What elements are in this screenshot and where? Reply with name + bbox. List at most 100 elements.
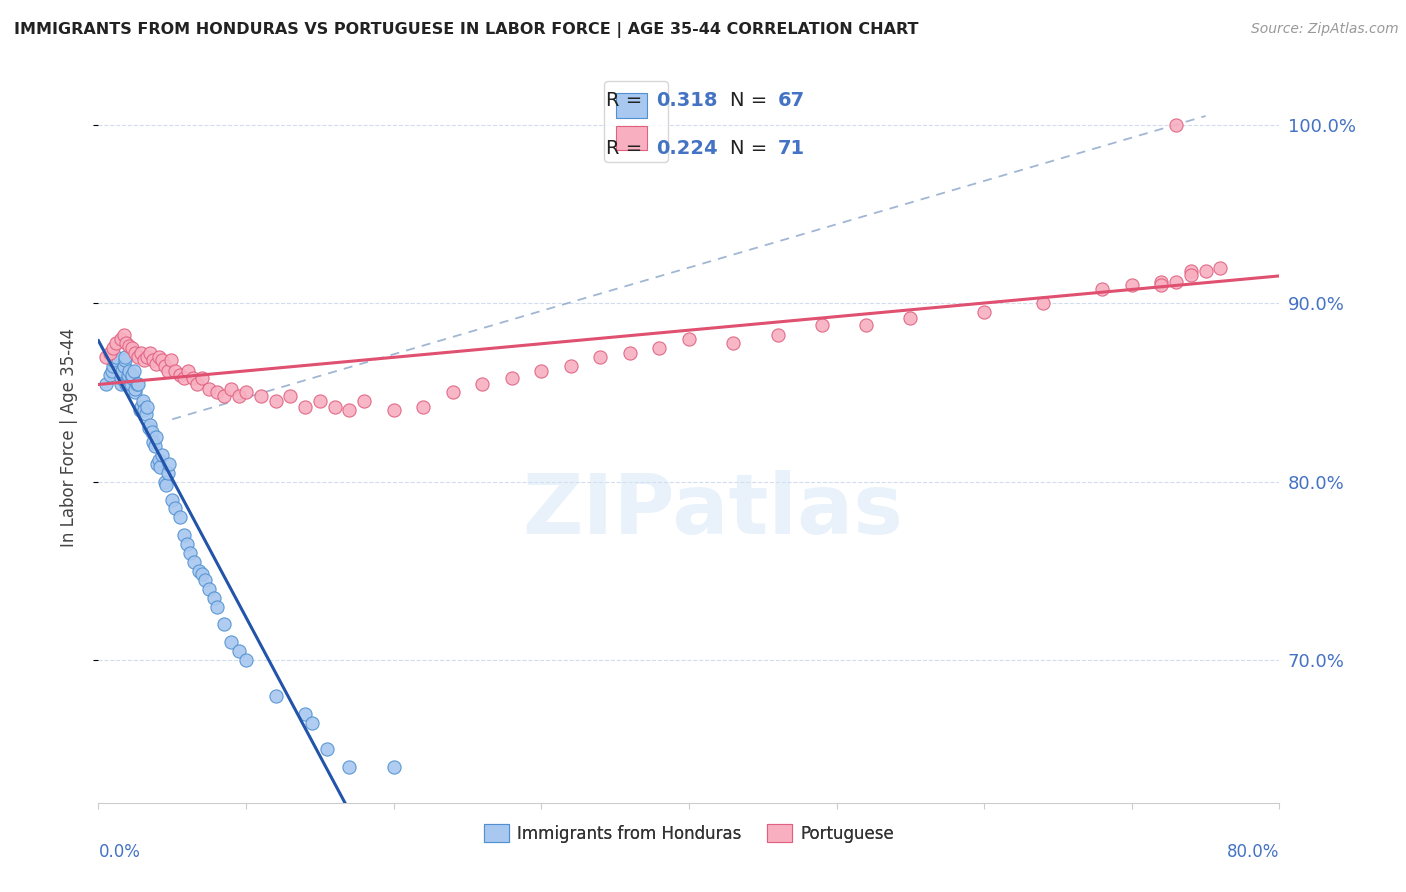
Point bbox=[105, 350, 128, 364]
Point bbox=[141, 425, 163, 439]
Point bbox=[98, 368, 121, 382]
Point bbox=[294, 706, 316, 721]
Point bbox=[105, 335, 128, 350]
Point bbox=[150, 353, 173, 368]
Point bbox=[619, 346, 641, 360]
Point bbox=[124, 346, 146, 360]
Text: Source: ZipAtlas.com: Source: ZipAtlas.com bbox=[1251, 22, 1399, 37]
Point bbox=[589, 350, 612, 364]
Point bbox=[228, 644, 250, 658]
Point bbox=[1166, 275, 1188, 289]
Point bbox=[1032, 296, 1054, 310]
Point bbox=[103, 353, 125, 368]
Point bbox=[973, 305, 995, 319]
Point bbox=[136, 400, 159, 414]
Point bbox=[1091, 282, 1114, 296]
Point bbox=[221, 382, 243, 396]
Point bbox=[114, 353, 136, 368]
Point bbox=[117, 371, 139, 385]
Point bbox=[127, 376, 149, 391]
Point bbox=[110, 371, 132, 385]
Point bbox=[264, 689, 287, 703]
Point bbox=[181, 371, 204, 385]
Point bbox=[145, 357, 167, 371]
Point bbox=[100, 364, 122, 378]
Point bbox=[280, 389, 302, 403]
Point bbox=[153, 475, 176, 489]
Point bbox=[198, 382, 221, 396]
Point bbox=[165, 501, 187, 516]
Point bbox=[412, 400, 434, 414]
Point bbox=[110, 376, 132, 391]
Point bbox=[186, 376, 208, 391]
Point bbox=[212, 617, 235, 632]
Point bbox=[316, 742, 339, 756]
Point bbox=[191, 567, 214, 582]
Point bbox=[150, 448, 173, 462]
Text: 0.318: 0.318 bbox=[655, 91, 717, 110]
Point bbox=[132, 394, 155, 409]
Point bbox=[142, 435, 165, 450]
Point bbox=[129, 346, 152, 360]
Point bbox=[441, 385, 464, 400]
Point bbox=[155, 478, 177, 492]
Point bbox=[264, 394, 287, 409]
Legend: Immigrants from Honduras, Portuguese: Immigrants from Honduras, Portuguese bbox=[478, 817, 900, 849]
Point bbox=[648, 341, 671, 355]
Point bbox=[117, 368, 139, 382]
Point bbox=[194, 573, 217, 587]
Point bbox=[134, 353, 156, 368]
Point bbox=[183, 555, 205, 569]
Point bbox=[112, 359, 135, 373]
Point bbox=[1195, 264, 1218, 278]
Point bbox=[110, 332, 132, 346]
Point bbox=[142, 353, 165, 368]
Point bbox=[118, 339, 141, 353]
Point bbox=[723, 335, 745, 350]
Text: 67: 67 bbox=[778, 91, 804, 110]
Point bbox=[145, 430, 167, 444]
Point bbox=[124, 382, 146, 396]
Point bbox=[176, 537, 198, 551]
Point bbox=[198, 582, 221, 596]
Point bbox=[139, 417, 162, 432]
Text: N =: N = bbox=[730, 91, 773, 110]
Point bbox=[309, 394, 332, 409]
Text: N =: N = bbox=[730, 138, 773, 158]
Point bbox=[177, 364, 200, 378]
Point bbox=[187, 564, 209, 578]
Point bbox=[115, 335, 138, 350]
Point bbox=[501, 371, 523, 385]
Point bbox=[165, 364, 187, 378]
Point bbox=[221, 635, 243, 649]
Point bbox=[121, 368, 143, 382]
Point bbox=[1180, 264, 1202, 278]
Point bbox=[530, 364, 553, 378]
Point bbox=[111, 364, 134, 378]
Point bbox=[159, 353, 181, 368]
Point bbox=[94, 350, 117, 364]
Point bbox=[212, 389, 235, 403]
Text: 0.224: 0.224 bbox=[655, 138, 717, 158]
Point bbox=[1166, 118, 1188, 132]
Point bbox=[250, 389, 273, 403]
Point bbox=[205, 385, 228, 400]
Point bbox=[900, 310, 922, 325]
Point bbox=[1150, 275, 1173, 289]
Text: R =: R = bbox=[606, 91, 648, 110]
Point bbox=[1209, 260, 1232, 275]
Point bbox=[135, 407, 157, 421]
Point bbox=[115, 376, 138, 391]
Point bbox=[678, 332, 700, 346]
Point bbox=[118, 364, 141, 378]
Point bbox=[148, 453, 170, 467]
Point bbox=[128, 403, 150, 417]
Text: R =: R = bbox=[606, 138, 648, 158]
Point bbox=[143, 439, 166, 453]
Point bbox=[235, 385, 257, 400]
Point bbox=[103, 341, 125, 355]
Point bbox=[148, 350, 170, 364]
Point bbox=[149, 460, 172, 475]
Point bbox=[103, 359, 125, 373]
Point bbox=[124, 385, 146, 400]
